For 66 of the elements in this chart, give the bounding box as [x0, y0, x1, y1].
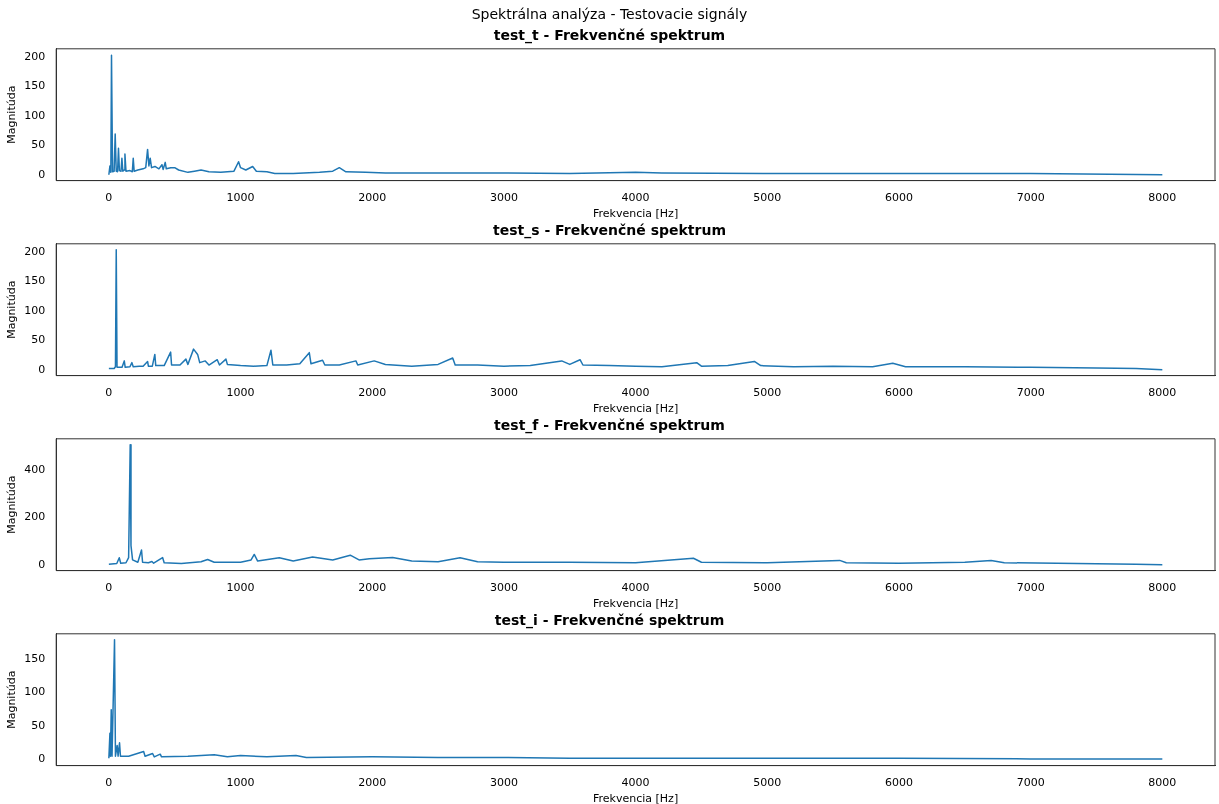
- y-tick-label: 0: [38, 167, 46, 181]
- x-tick-label: 4000: [621, 581, 650, 595]
- x-tick-label: 5000: [753, 776, 782, 790]
- x-tick-label: 0: [105, 191, 113, 205]
- chart-title: test_i - Frekvenčné spektrum: [494, 612, 725, 630]
- x-tick-label: 8000: [1148, 581, 1177, 595]
- y-tick-label: 400: [24, 462, 46, 476]
- x-tick-label: 3000: [489, 581, 518, 595]
- x-axis-title: Frekvencia [Hz]: [593, 207, 679, 221]
- y-tick-label: 0: [38, 752, 46, 766]
- x-tick-label: 1000: [226, 386, 255, 400]
- y-tick-label: 200: [24, 49, 46, 63]
- x-tick-label: 2000: [358, 386, 387, 400]
- x-tick-label: 1000: [226, 191, 255, 205]
- x-tick-label: 4000: [621, 776, 650, 790]
- x-tick-label: 3000: [489, 386, 518, 400]
- x-tick-label: 6000: [884, 776, 913, 790]
- x-tick-label: 0: [105, 581, 113, 595]
- y-tick-label: 150: [24, 79, 46, 93]
- y-tick-label: 0: [38, 557, 46, 571]
- y-tick-label: 100: [24, 303, 46, 317]
- y-axis-title: Magnitúda: [5, 475, 19, 534]
- y-tick-label: 50: [31, 333, 46, 347]
- x-axis-title: Frekvencia [Hz]: [593, 597, 679, 611]
- x-tick-label: 4000: [621, 386, 650, 400]
- x-tick-label: 2000: [358, 776, 387, 790]
- x-tick-label: 5000: [753, 191, 782, 205]
- y-axis-title: Magnitúda: [5, 85, 19, 144]
- x-tick-label: 6000: [884, 581, 913, 595]
- x-tick-label: 6000: [884, 191, 913, 205]
- chart-subtitle: test_t - Frekvenčné spektrum: [493, 27, 726, 45]
- x-tick-label: 7000: [1016, 776, 1045, 790]
- chart-title: test_f - Frekvenčné spektrum: [494, 417, 725, 435]
- y-axis-title: Magnitúda: [5, 670, 19, 729]
- y-axis-title: Magnitúda: [5, 280, 19, 339]
- x-tick-label: 0: [105, 776, 113, 790]
- x-tick-label: 3000: [489, 776, 518, 790]
- x-tick-label: 2000: [358, 581, 387, 595]
- y-tick-label: 100: [24, 108, 46, 122]
- x-tick-label: 7000: [1016, 191, 1045, 205]
- x-tick-label: 3000: [489, 191, 518, 205]
- x-tick-label: 6000: [884, 386, 913, 400]
- y-tick-label: 200: [24, 510, 46, 524]
- y-tick-label: 50: [31, 718, 46, 732]
- x-tick-label: 5000: [753, 581, 782, 595]
- x-tick-label: 8000: [1148, 776, 1177, 790]
- x-tick-label: 7000: [1016, 581, 1045, 595]
- y-tick-label: 200: [24, 244, 46, 258]
- x-tick-label: 8000: [1148, 386, 1177, 400]
- y-tick-label: 100: [24, 685, 46, 699]
- x-tick-label: 1000: [226, 581, 255, 595]
- x-tick-label: 1000: [226, 776, 255, 790]
- chart-title: Spektrálna analýza - Testovacie signály: [470, 6, 749, 22]
- x-tick-label: 4000: [621, 191, 650, 205]
- x-axis-title: Frekvencia [Hz]: [593, 402, 679, 416]
- x-tick-label: 7000: [1016, 386, 1045, 400]
- y-tick-label: 150: [24, 274, 46, 288]
- y-tick-label: 150: [24, 651, 46, 665]
- x-tick-label: 8000: [1148, 191, 1177, 205]
- x-axis-title: Frekvencia [Hz]: [593, 792, 679, 804]
- x-tick-label: 0: [105, 386, 113, 400]
- x-tick-label: 2000: [358, 191, 387, 205]
- x-tick-label: 5000: [753, 386, 782, 400]
- y-tick-label: 0: [38, 362, 46, 376]
- y-tick-label: 50: [31, 138, 46, 152]
- chart-title: test_s - Frekvenčné spektrum: [492, 222, 727, 240]
